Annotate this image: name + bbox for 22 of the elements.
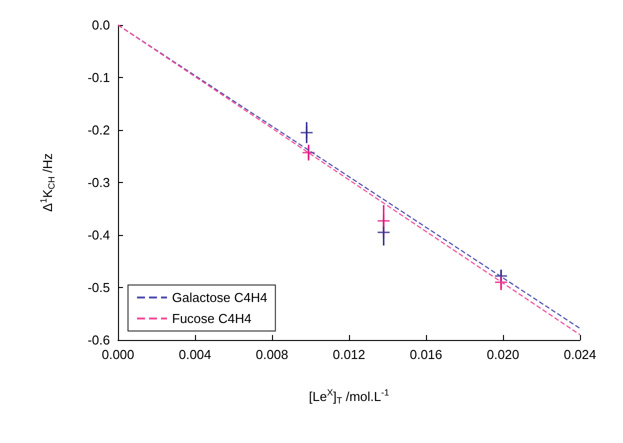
point [376, 226, 390, 240]
y-tick-label: -0.4 [88, 228, 110, 242]
point [494, 276, 508, 289]
point [302, 146, 316, 160]
x-tick-label: 0.012 [332, 347, 366, 362]
y-tick-label: -0.6 [88, 332, 110, 348]
x-tick-label: 0.016 [410, 347, 442, 362]
legend-label: Galactose C4H4 [172, 290, 268, 305]
y-tick-label: 0.0 [92, 18, 110, 32]
y-tick-label: -0.2 [88, 122, 110, 138]
x-tick-label: 0.000 [102, 347, 134, 362]
y-tick-label: -0.3 [88, 175, 110, 190]
y-tick-label: -0.1 [88, 70, 110, 85]
point [300, 126, 314, 140]
x-tick-label: 0.020 [486, 347, 520, 362]
x-tick-label: 0.004 [178, 347, 212, 362]
legend-label: Fucose C4H4 [172, 311, 252, 326]
x-tick-label: 0.024 [564, 347, 596, 362]
y-tick-label: -0.5 [88, 280, 110, 295]
y-axis-title: Δ1KCH /Hz [38, 153, 56, 212]
point [376, 214, 390, 228]
x-tick-label: 0.008 [256, 347, 288, 362]
